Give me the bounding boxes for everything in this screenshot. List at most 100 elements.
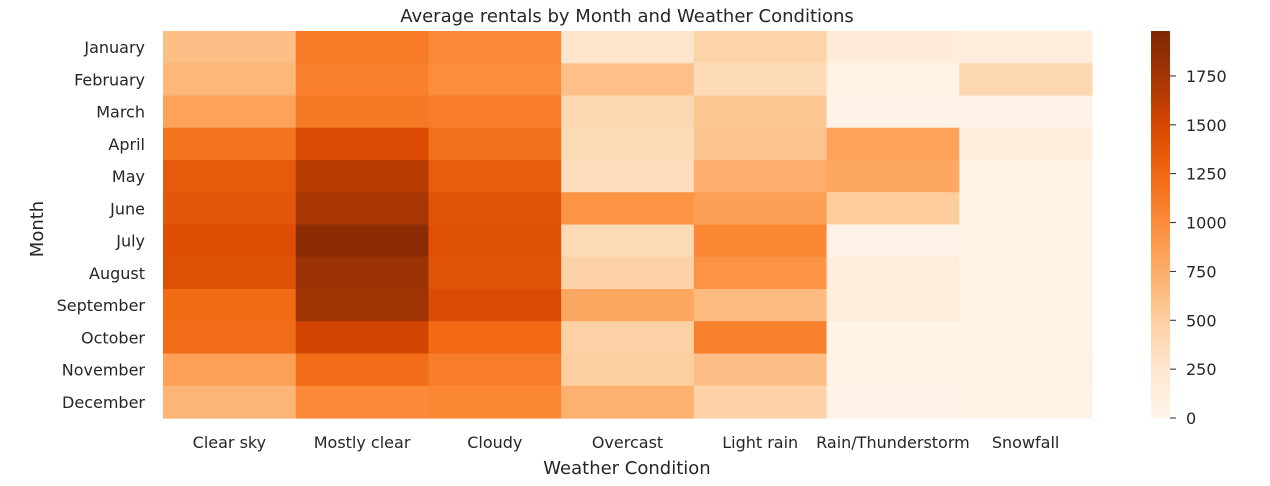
heatmap-cell — [295, 127, 430, 161]
heatmap-cell — [561, 256, 695, 290]
y-tick-label: May — [112, 167, 145, 186]
heatmap-cell — [826, 192, 960, 226]
heatmap-cell — [428, 95, 562, 129]
colorbar-tick-label: 1250 — [1186, 165, 1227, 184]
heatmap-cell — [163, 31, 297, 64]
heatmap-cell — [693, 192, 828, 226]
y-tick-label: June — [109, 199, 145, 218]
colorbar-tick-label: 500 — [1186, 311, 1217, 330]
heatmap-cell — [163, 385, 297, 419]
heatmap-cell — [959, 31, 1093, 64]
heatmap-cell — [295, 95, 430, 129]
heatmap-cell — [959, 192, 1093, 226]
heatmap-cell — [561, 95, 695, 129]
heatmap-cell — [428, 224, 562, 258]
heatmap-cell — [826, 31, 960, 64]
heatmap-cell — [295, 224, 430, 258]
y-tick-label: November — [62, 361, 146, 380]
x-tick-label: Overcast — [592, 433, 663, 452]
heatmap-cell — [561, 127, 695, 161]
heatmap-cell — [561, 385, 695, 419]
heatmap-cell — [826, 256, 960, 290]
x-tick-label: Snowfall — [992, 433, 1060, 452]
heatmap-cell — [163, 127, 297, 161]
heatmap-cell — [959, 224, 1093, 258]
heatmap-cell — [295, 31, 430, 64]
y-tick-label: April — [108, 135, 145, 154]
colorbar-tick-label: 1750 — [1186, 67, 1227, 86]
heatmap-cell — [561, 353, 695, 387]
x-tick-labels: Clear sky Mostly clear Cloudy Overcast Light… — [193, 433, 1060, 452]
colorbar-tick-label: 0 — [1186, 409, 1196, 428]
heatmap-cell — [693, 160, 828, 193]
heatmap-cell — [561, 192, 695, 226]
x-axis-label: Weather Condition — [543, 458, 710, 479]
heatmap-cell — [428, 289, 562, 322]
heatmap-cell — [693, 127, 828, 161]
heatmap-cell — [428, 192, 562, 226]
chart-title: Average rentals by Month and Weather Con… — [400, 6, 854, 27]
colorbar-tick-label: 750 — [1186, 262, 1217, 281]
heatmap-cell — [295, 192, 430, 226]
x-tick-label: Light rain — [722, 433, 798, 452]
y-axis-label: Month — [27, 201, 48, 257]
y-tick-labels: January February March April May June July Augu… — [57, 38, 146, 412]
heatmap-cell — [428, 63, 562, 97]
heatmap-cell — [826, 353, 960, 387]
x-tick-label: Rain/Thunderstorm — [816, 433, 970, 452]
heatmap-cell — [561, 31, 695, 64]
heatmap-cell — [959, 353, 1093, 387]
colorbar-ticks: 0 250 500 750 1000 1250 1500 1750 — [1170, 67, 1227, 428]
heatmap-cell — [561, 160, 695, 193]
heatmap-cells — [163, 31, 1093, 419]
colorbar — [1151, 31, 1170, 418]
heatmap-cell — [428, 256, 562, 290]
heatmap-cell — [693, 321, 828, 355]
y-tick-label: October — [81, 328, 145, 347]
heatmap-cell — [163, 160, 297, 193]
y-tick-label: February — [74, 70, 145, 89]
heatmap-cell — [295, 321, 430, 355]
heatmap-cell — [826, 289, 960, 322]
heatmap-cell — [959, 385, 1093, 419]
heatmap-cell — [693, 31, 828, 64]
heatmap-cell — [826, 63, 960, 97]
heatmap-cell — [428, 353, 562, 387]
x-tick-label: Mostly clear — [314, 433, 411, 452]
heatmap-cell — [959, 321, 1093, 355]
heatmap-cell — [561, 63, 695, 97]
heatmap-cell — [826, 160, 960, 193]
heatmap-cell — [959, 289, 1093, 322]
heatmap-cell — [561, 289, 695, 322]
heatmap-cell — [428, 127, 562, 161]
heatmap-cell — [959, 63, 1093, 97]
heatmap-cell — [693, 95, 828, 129]
heatmap-cell — [693, 385, 828, 419]
x-tick-label: Cloudy — [467, 433, 522, 452]
heatmap-cell — [163, 321, 297, 355]
colorbar-tick-label: 250 — [1186, 360, 1217, 379]
y-tick-label: January — [83, 38, 145, 57]
heatmap-cell — [959, 256, 1093, 290]
heatmap-cell — [428, 31, 562, 64]
heatmap-cell — [163, 256, 297, 290]
heatmap-cell — [826, 224, 960, 258]
heatmap-cell — [561, 224, 695, 258]
heatmap-cell — [163, 224, 297, 258]
heatmap-cell — [826, 385, 960, 419]
heatmap-cell — [163, 192, 297, 226]
heatmap-cell — [693, 353, 828, 387]
colorbar-tick-label: 1500 — [1186, 116, 1227, 135]
y-tick-label: August — [89, 264, 145, 283]
heatmap-cell — [826, 321, 960, 355]
heatmap-cell — [428, 321, 562, 355]
heatmap-cell — [959, 95, 1093, 129]
heatmap-cell — [163, 289, 297, 322]
heatmap-cell — [826, 95, 960, 129]
colorbar-tick-label: 1000 — [1186, 214, 1227, 233]
heatmap-cell — [163, 95, 297, 129]
heatmap-cell — [959, 127, 1093, 161]
y-tick-label: March — [96, 103, 145, 122]
heatmap-cell — [295, 289, 430, 322]
